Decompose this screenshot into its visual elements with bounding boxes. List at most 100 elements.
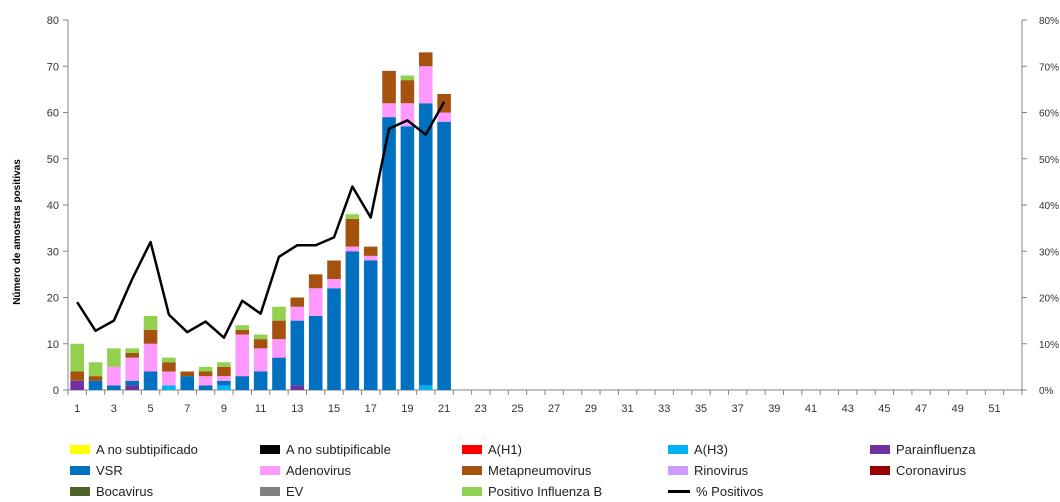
legend-swatch [668,444,688,454]
legend: A no subtipificado A no subtipificable A(H… [70,440,1050,500]
bar-segment [327,279,341,289]
bar-segment [217,380,231,386]
y-tick-label: 70 [47,61,59,73]
bar-segment [125,353,139,358]
legend-item: A(H3) [668,440,728,458]
x-tick-label: 1 [74,403,80,415]
y-tick-label: 40 [47,200,59,212]
x-tick-label: 21 [438,403,450,415]
x-tick-label: 41 [805,403,817,415]
legend-label: Bocavirus [96,483,154,499]
bar-segment [198,371,213,377]
legend-swatch [870,444,890,454]
y2-tick-label: 40% [1039,201,1059,212]
bar-segment [400,80,415,104]
bar-segment [253,334,268,340]
legend-swatch [70,486,90,496]
legend-item: Positivo Influenza B [462,482,602,500]
legend-swatch [870,465,890,475]
bar-segment [162,385,176,390]
legend-swatch [462,486,482,496]
bar-segment [253,371,268,390]
bar-segment [327,288,341,390]
bar-segment [70,371,84,381]
legend-item: Coronavirus [870,461,966,479]
legend-label: VSR [96,462,123,478]
y2-tick-label: 80% [1039,16,1059,27]
bar-segment [125,380,139,386]
legend-item: VSR [70,461,123,479]
y-tick-label: 60 [47,108,59,120]
bar-segment [70,343,84,372]
bar-segment [235,329,250,335]
x-tick-label: 43 [842,403,854,415]
legend-swatch [260,465,280,475]
legend-item: Metapneumovirus [462,461,591,479]
bar-segment [217,366,231,377]
bar-segment [363,246,378,256]
legend-item: A no subtipificado [70,440,198,458]
bar-segment [253,348,268,372]
legend-label: Adenovirus [286,462,352,478]
bar-segment [180,376,195,390]
bar-segment [418,52,433,67]
legend-item: A no subtipificable [260,440,391,458]
legend-swatch [462,444,482,454]
bar-segment [198,366,213,372]
bar-segment [272,357,286,390]
legend-label: A(H1) [488,441,522,457]
bar-segment [70,380,84,390]
legend-item: Rinovirus [668,461,748,479]
bar-segment [290,385,305,390]
bar-segment [437,112,451,122]
bar-segment [272,339,286,358]
bar-segment [308,316,323,390]
legend-item: Parainfluenza [870,440,976,458]
y2-tick-label: 30% [1039,247,1059,258]
y-tick-label: 10 [47,339,59,351]
bar-segment [125,357,139,381]
bar-segment [363,255,378,261]
bar-segment [198,385,213,390]
legend-item: % Positivos [668,482,763,500]
bar-segment [382,70,396,104]
bar-segment [418,385,433,390]
x-tick-label: 5 [147,403,153,415]
y-tick-label: 50 [47,154,59,166]
bar-segment [125,385,139,390]
bar-segment [88,362,103,377]
x-tick-label: 47 [915,403,927,415]
bar-segment [235,325,250,330]
legend-item: Bocavirus [70,482,153,500]
x-tick-label: 25 [511,403,523,415]
y2-tick-label: 70% [1039,62,1059,73]
legend-item: EV [260,482,303,500]
legend-item: A(H1) [462,440,522,458]
y-tick-label: 30 [47,246,59,258]
legend-label: A(H3) [694,441,728,457]
legend-swatch [668,465,688,475]
bar-segment [290,320,305,386]
bar-segment [418,66,433,104]
bar-segment [345,218,360,247]
bar-segment [400,126,415,390]
bar-segment [308,274,323,289]
percent-line [76,101,446,339]
y2-tick-label: 0% [1039,386,1054,397]
bar-segment [180,371,195,377]
bar-segment [162,371,176,386]
x-tick-label: 29 [585,403,597,415]
bar-segment [235,334,250,377]
x-tick-label: 11 [255,403,266,415]
percent-positive-line [76,101,446,339]
bar-segment [162,362,176,372]
x-tick-label: 19 [401,403,413,415]
bar-segment [88,376,103,381]
x-tick-label: 35 [695,403,707,415]
bar-segment [382,117,396,390]
bar-segment [143,316,158,330]
bar-segment [308,288,323,316]
chart-canvas: Número de amostras positivas 01020304050… [12,15,1059,415]
bar-segment [88,380,103,390]
y-tick-label: 20 [47,293,59,305]
